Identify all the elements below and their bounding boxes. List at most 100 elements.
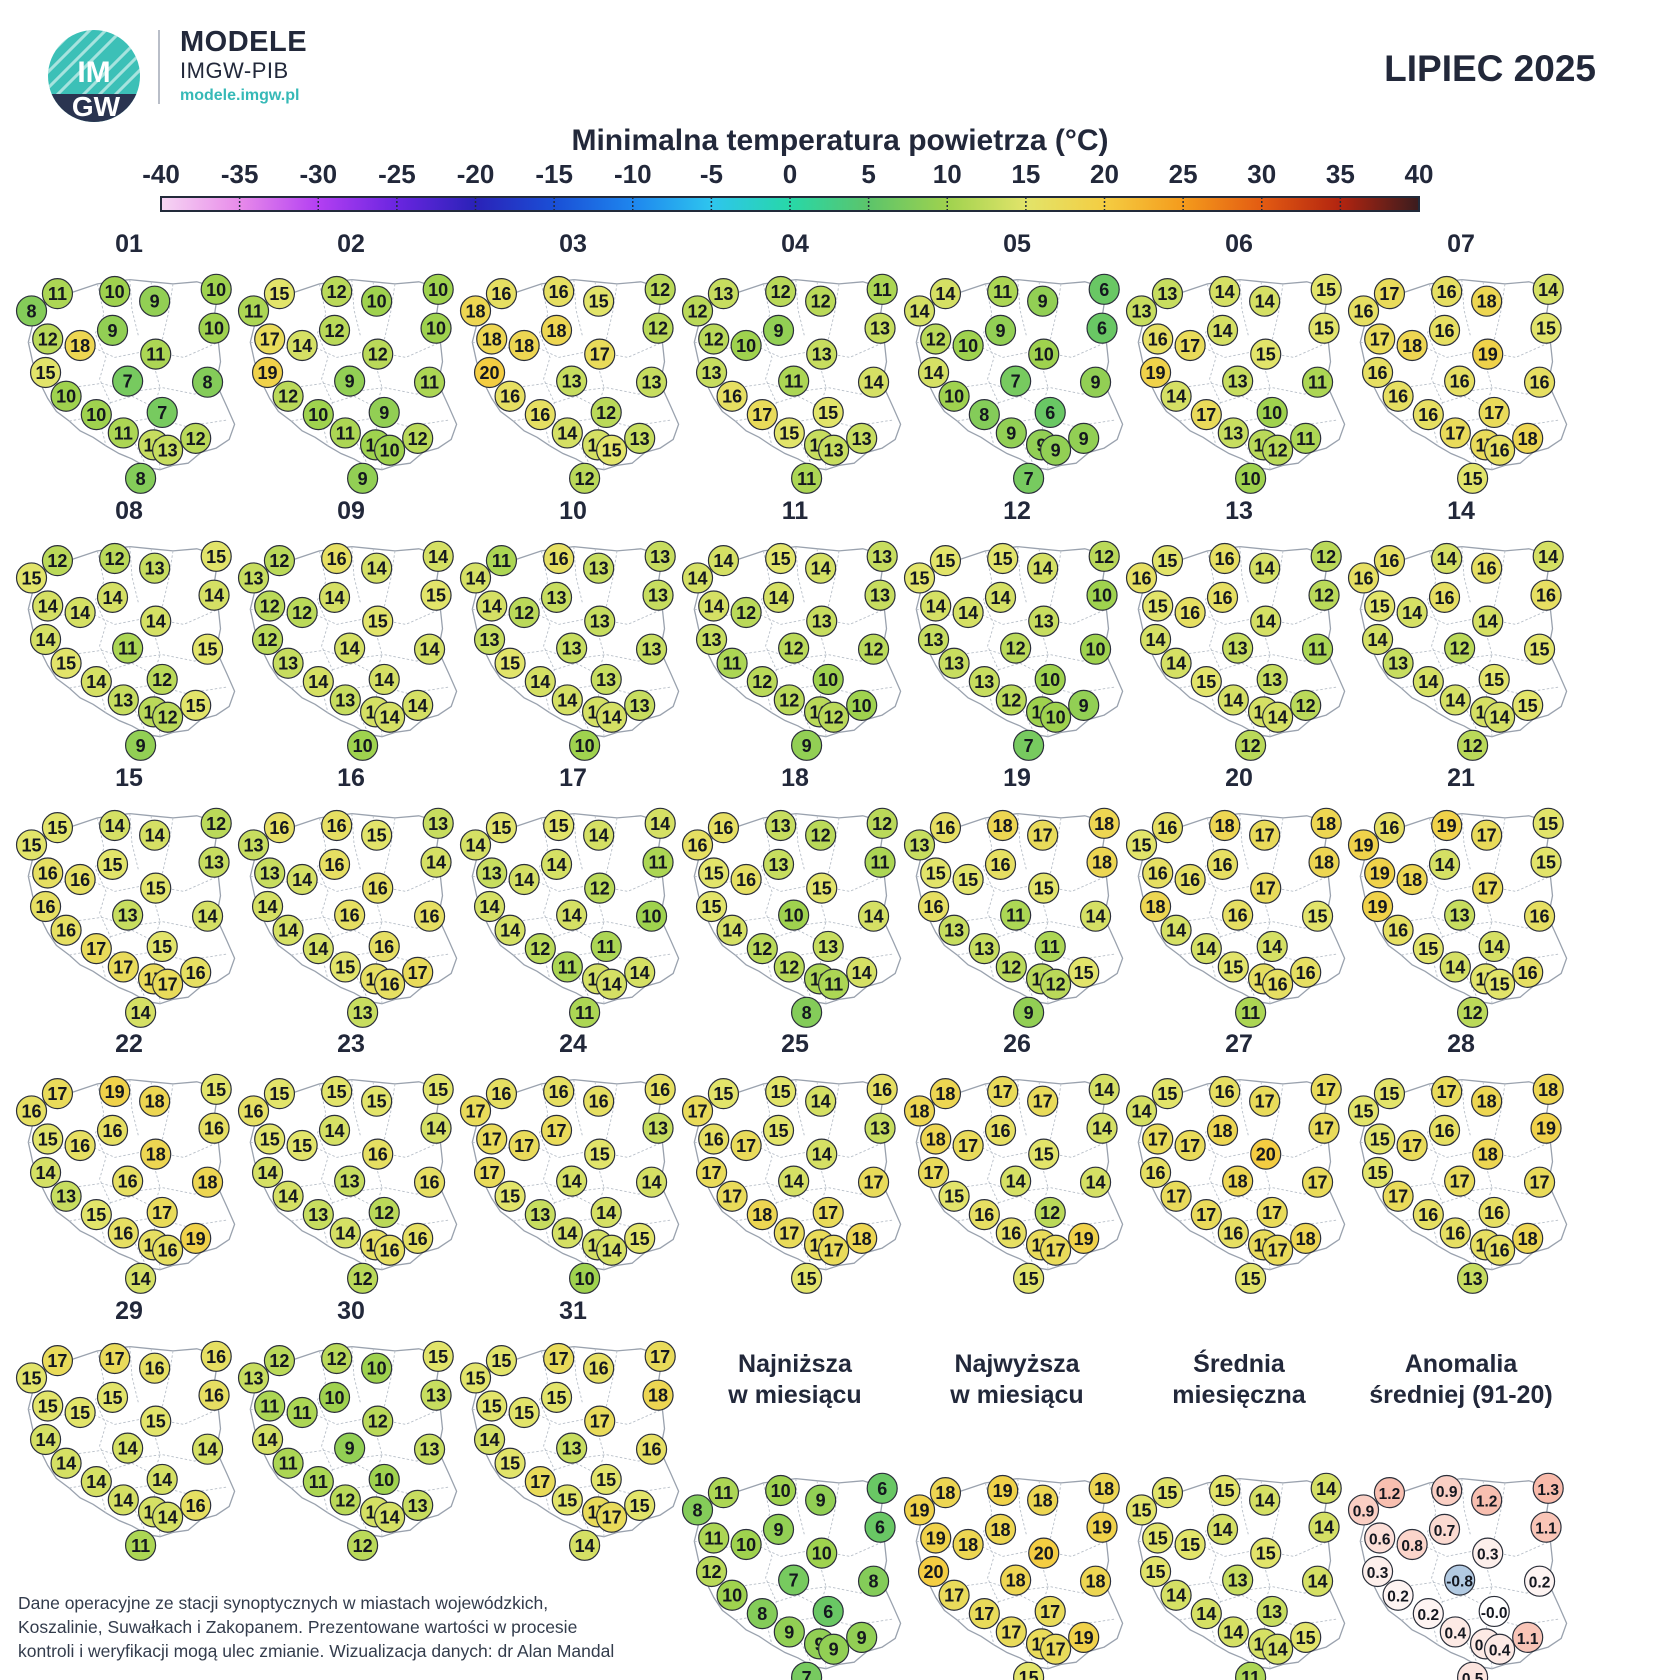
station-value: 15 xyxy=(1019,1668,1039,1680)
station-value: 19 xyxy=(105,1082,125,1102)
station-marker-szczecin xyxy=(903,295,936,327)
station-value: 12 xyxy=(1450,639,1470,659)
station-value: 15 xyxy=(186,696,206,716)
station-marker-bydgoszcz xyxy=(318,581,351,613)
station-marker-lodz xyxy=(112,899,144,931)
station-value: 16 xyxy=(1379,551,1399,571)
station-marker-poznan xyxy=(29,1156,62,1189)
station-value: 15 xyxy=(1316,280,1336,300)
station-value: 15 xyxy=(1223,957,1243,977)
station-marker-wroclaw xyxy=(80,1465,112,1498)
station-value: 15 xyxy=(1196,672,1216,692)
region-border xyxy=(998,929,1038,940)
station-value: 12 xyxy=(327,282,347,302)
station-value: 17 xyxy=(1255,1092,1275,1112)
station-value: 9 xyxy=(996,321,1006,341)
station-value: 14 xyxy=(1445,690,1465,710)
station-value: 6 xyxy=(877,1479,887,1499)
station-value: 13 xyxy=(870,1119,890,1139)
station-value: 14 xyxy=(308,672,328,692)
station-value: 14 xyxy=(426,1119,446,1139)
station-value: 15 xyxy=(818,403,838,423)
station-value: 12 xyxy=(1463,1003,1483,1023)
panel-label: 17 xyxy=(559,764,587,792)
station-marker-bialystok xyxy=(1530,1112,1562,1144)
station-marker-suwalki xyxy=(1310,807,1342,839)
station-value: 14 xyxy=(36,630,56,650)
station-value: 16 xyxy=(1388,921,1408,941)
station-value: 11 xyxy=(993,282,1012,302)
region-border xyxy=(1442,1195,1482,1206)
station-marker-suwalki xyxy=(1310,273,1342,305)
panel-label: 29 xyxy=(115,1297,143,1325)
station-marker-bialystok xyxy=(1086,312,1118,344)
day-panel-15: 1515141412151513161616151613141717151716… xyxy=(15,764,236,1028)
station-value: 16 xyxy=(1213,855,1233,875)
station-value: 13 xyxy=(530,1205,550,1225)
station-marker-zakopane xyxy=(125,729,157,761)
region-border xyxy=(694,1141,885,1158)
station-value: 1.3 xyxy=(1537,1482,1559,1499)
station-value: 16 xyxy=(1180,870,1200,890)
station-value: 13 xyxy=(113,690,133,710)
station-marker-warszawa xyxy=(806,605,838,637)
station-marker-kielce xyxy=(1478,663,1510,696)
station-marker-zakopane xyxy=(125,462,157,494)
station-value: 13 xyxy=(630,429,650,449)
station-value: 12 xyxy=(408,429,428,449)
station-value: 16 xyxy=(1296,963,1316,983)
station-value: 11 xyxy=(1308,373,1327,393)
station-marker-zielona-gora xyxy=(1382,380,1414,412)
station-value: 16 xyxy=(38,864,58,884)
station-value: 0.3 xyxy=(1367,1565,1389,1582)
station-value: 9 xyxy=(150,292,160,312)
station-marker-kielce xyxy=(368,663,400,696)
station-marker-warszawa xyxy=(1028,338,1060,370)
station-marker-zakopane xyxy=(347,729,379,761)
station-marker-koszalin xyxy=(1151,545,1184,577)
station-marker-krakow xyxy=(1483,434,1516,466)
station-value: 14 xyxy=(1006,1172,1026,1192)
panel-label: 24 xyxy=(559,1030,587,1058)
station-value: 12 xyxy=(206,814,226,834)
station-marker-lodz xyxy=(1000,632,1032,664)
station-value: 14 xyxy=(367,559,387,579)
station-marker-poznan xyxy=(1139,623,1172,656)
station-marker-zielona-gora xyxy=(1160,380,1192,412)
station-marker-bialystok xyxy=(1086,579,1118,611)
station-value: 14 xyxy=(278,921,298,941)
station-marker-zielona-gora xyxy=(1382,914,1414,946)
station-value: 12 xyxy=(1006,639,1026,659)
region-border xyxy=(554,929,594,940)
station-marker-koszalin xyxy=(41,812,74,844)
station-value: 19 xyxy=(1536,1119,1556,1139)
station-marker-zakopane xyxy=(1234,462,1267,494)
station-marker-suwalki xyxy=(422,540,454,572)
station-value: 11 xyxy=(784,372,803,392)
station-marker-bialystok xyxy=(864,1112,896,1144)
brand-url[interactable]: modele.imgw.pl xyxy=(180,87,300,104)
station-value: 10 xyxy=(771,1481,791,1501)
station-value: 12 xyxy=(374,1203,394,1223)
station-value: 13 xyxy=(244,835,264,855)
region-border xyxy=(1017,813,1027,870)
station-value: 17 xyxy=(993,1082,1013,1102)
station-value: 14 xyxy=(1268,708,1288,728)
station-value: 18 xyxy=(514,336,534,356)
station-marker-rzeszow xyxy=(402,956,434,988)
station-marker-rzeszow xyxy=(1512,956,1544,988)
station-value: 16 xyxy=(374,937,394,957)
station-marker-bydgoszcz xyxy=(318,314,351,346)
station-marker-suwalki xyxy=(422,1340,454,1372)
station-marker-suwalki xyxy=(1532,273,1564,305)
panel-label: 21 xyxy=(1447,764,1475,792)
station-value: 14 xyxy=(258,1163,278,1183)
station-marker-szczecin xyxy=(459,1095,492,1127)
station-marker-kielce xyxy=(1034,663,1066,696)
station-marker-kielce xyxy=(1478,1196,1510,1229)
station-value: 14 xyxy=(926,597,946,617)
station-marker-rzeszow xyxy=(1512,1222,1544,1254)
station-value: 0.2 xyxy=(1387,1589,1409,1606)
day-panel-02: 0215121010111210171419121291110119101210… xyxy=(237,230,458,494)
station-value: 20 xyxy=(1034,1544,1054,1564)
